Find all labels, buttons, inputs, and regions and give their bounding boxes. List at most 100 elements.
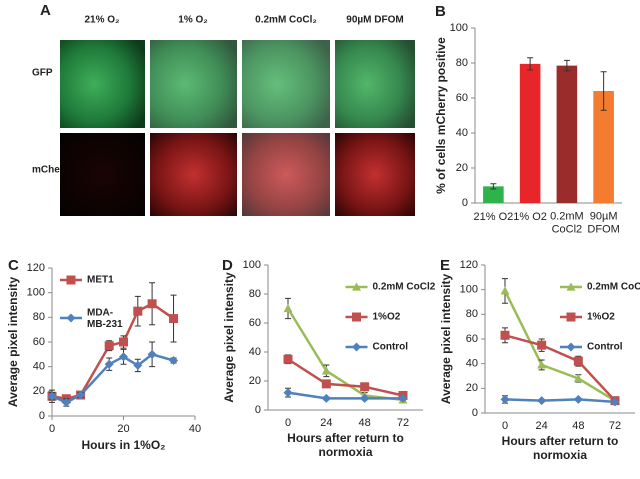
x-axis-label: Hours after return to normoxia: [287, 431, 404, 459]
marker: [66, 275, 76, 285]
x-tick-label: 0: [285, 417, 291, 429]
panel-label: D: [222, 257, 233, 274]
x-tick-label: 0: [49, 423, 55, 435]
marker: [133, 306, 143, 316]
y-tick-label: 100: [27, 287, 45, 299]
error-bar: [490, 183, 497, 190]
marker: [133, 360, 143, 370]
marker: [321, 366, 331, 375]
column-label: 21% O₂: [84, 15, 119, 26]
y-tick-label: 80: [33, 311, 45, 323]
marker: [566, 342, 576, 352]
y-tick-label: 20: [456, 162, 468, 174]
series-line: [504, 398, 616, 404]
marker: [500, 394, 510, 404]
x-tick-label: 72: [609, 420, 621, 432]
column-label: 0.2mM CoCl₂: [255, 15, 317, 26]
x-tick-label: 90µM DFOM: [587, 211, 619, 236]
legend-label: MDA-MB-231: [87, 307, 123, 330]
micrograph: [242, 40, 330, 128]
x-tick-label: 48: [359, 417, 371, 429]
y-tick-label: 80: [456, 57, 468, 69]
x-axis-label: Hours after return to normoxia: [502, 434, 619, 462]
y-tick-label: 60: [249, 317, 261, 329]
marker: [573, 373, 583, 383]
y-tick-label: 100: [460, 284, 478, 296]
row-label: mCherry: [32, 165, 74, 176]
y-tick-label: 60: [456, 92, 468, 104]
y-tick-label: 80: [249, 288, 261, 300]
bar: [483, 186, 504, 203]
marker: [500, 330, 510, 340]
y-tick-label: 0: [462, 197, 468, 209]
marker: [360, 382, 370, 392]
x-tick-label: 48: [572, 420, 584, 432]
error-bar: [563, 59, 570, 72]
y-tick-label: 60: [466, 333, 478, 345]
y-tick-label: 40: [466, 358, 478, 370]
series-line: [287, 391, 403, 400]
micrograph: [335, 40, 415, 128]
marker: [47, 391, 57, 401]
bar: [593, 91, 614, 203]
marker: [147, 299, 157, 309]
bar: [519, 63, 541, 203]
panel-label: E: [440, 257, 450, 274]
y-tick-label: 0: [472, 407, 478, 419]
marker: [61, 397, 71, 407]
marker: [398, 393, 408, 403]
y-tick-label: 100: [450, 22, 468, 34]
legend-label: 1%O2: [587, 312, 615, 323]
micrograph: [60, 133, 145, 216]
micrograph: [150, 133, 237, 216]
x-tick-label: 24: [320, 417, 332, 429]
series-line: [287, 358, 404, 397]
marker: [147, 349, 157, 359]
y-tick-label: 40: [456, 127, 468, 139]
legend-label: Control: [587, 342, 623, 353]
y-tick-label: 20: [466, 382, 478, 394]
micrograph: [335, 133, 415, 216]
x-axis-label: Hours in 1%O₂: [81, 438, 165, 452]
micrograph: [60, 40, 145, 128]
marker: [566, 312, 576, 322]
y-axis-label: Average pixel intensity: [6, 277, 20, 408]
panel-a: A 21% O₂ 1% O₂ 0.2mM CoCl₂ 90µM DFOM GFP…: [32, 2, 415, 216]
error-bar: [527, 57, 534, 71]
x-tick-label: 1% O2: [513, 211, 547, 223]
x-tick-label: 24: [536, 420, 548, 432]
y-axis-label: % of cells mCherry positive: [434, 37, 448, 194]
marker: [119, 352, 128, 362]
legend-label: 0.2mM CoCl2: [587, 282, 640, 293]
marker: [283, 388, 293, 398]
micrograph: [150, 40, 237, 128]
column-label: 90µM DFOM: [346, 15, 403, 26]
marker: [76, 390, 86, 400]
y-axis-label: Average pixel intensity: [439, 274, 453, 405]
marker: [573, 356, 583, 366]
panel-label: C: [8, 257, 19, 274]
x-tick-label: 20: [117, 423, 129, 435]
y-tick-label: 60: [33, 336, 45, 348]
y-tick-label: 20: [249, 375, 261, 387]
y-tick-label: 80: [466, 308, 478, 320]
marker: [537, 360, 547, 369]
legend-label: 1%O2: [373, 312, 401, 323]
micrograph: [242, 133, 330, 216]
marker: [283, 304, 293, 313]
marker: [169, 356, 179, 365]
x-tick-label: 21% O2: [474, 211, 514, 223]
y-tick-label: 40: [33, 361, 45, 373]
y-tick-label: 0: [255, 404, 261, 416]
marker: [537, 396, 547, 406]
y-tick-label: 120: [27, 262, 45, 274]
marker: [321, 393, 331, 403]
legend-label: Control: [373, 342, 409, 353]
marker: [537, 340, 547, 350]
column-label: 1% O₂: [178, 15, 207, 26]
y-tick-label: 100: [243, 259, 261, 271]
marker: [104, 341, 114, 351]
marker: [352, 312, 361, 322]
series-line: [504, 334, 616, 402]
marker: [321, 379, 331, 389]
